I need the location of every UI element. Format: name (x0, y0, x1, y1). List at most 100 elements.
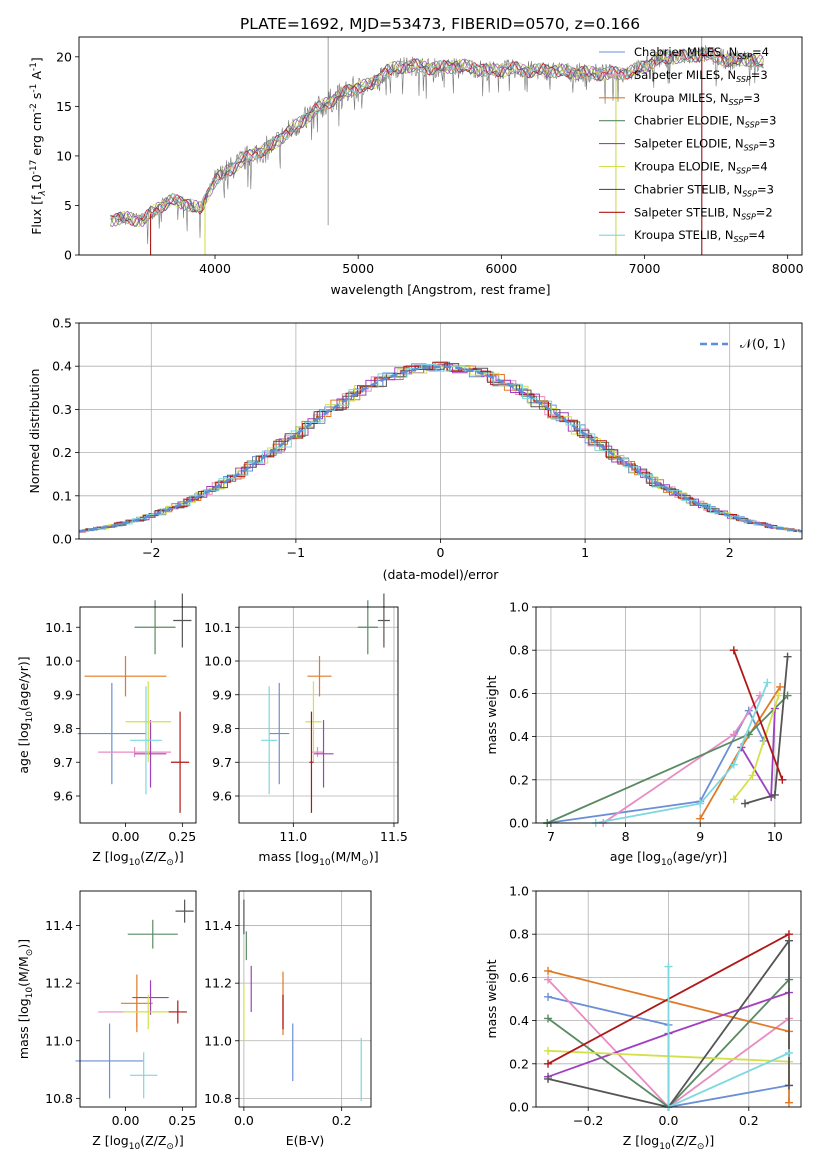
y-tick-label: 0.3 (52, 402, 72, 417)
legend-label-chabrier-stelib: Chabrier STELIB, NSSP=3 (634, 182, 774, 198)
label-part: erg cm (29, 112, 44, 160)
series-marker (544, 1046, 553, 1055)
label-part: -17 (29, 160, 39, 175)
label-part: (Z/Z (140, 1133, 166, 1148)
x-tick-label: 9 (696, 829, 704, 844)
y-axis-label: age [log10(age/yr)] (16, 656, 35, 773)
series-marker (763, 678, 772, 687)
label-part: s (29, 93, 44, 104)
series-marker (544, 966, 553, 975)
label-part: age [log (16, 722, 31, 773)
x-tick-label: 7000 (629, 261, 661, 276)
label-part: (M/M (16, 956, 31, 987)
y-axis-label: Normed distribution (27, 369, 42, 494)
label-part: λ (38, 190, 48, 196)
label-part: mass [log (258, 849, 319, 864)
series-marker (544, 1074, 553, 1083)
y-tick-label: 11.4 (45, 918, 73, 933)
axes-frame (238, 890, 372, 1108)
errorbar-salpeter-elodie (313, 720, 334, 788)
label-part: =4 (748, 228, 765, 242)
y-tick-label: 10.1 (45, 620, 73, 635)
series-marker (748, 771, 757, 780)
label-part: )] (16, 939, 31, 949)
label-part: SSP (734, 235, 749, 244)
mass-vs-ebv-panel: 0.0 0.2 10.8 11.0 11.2 11.4 E(B-V) (204, 890, 372, 1148)
label-part: )] (369, 849, 379, 864)
series-marker (729, 730, 738, 739)
normal-curve (79, 365, 802, 533)
residuals-lines (79, 361, 802, 533)
axes-frame (535, 890, 802, 1108)
y-tick-label: 9.6 (53, 789, 73, 804)
x-tick-label: 8 (622, 829, 630, 844)
x-axis-label: Z [log10(Z/Z⊙)] (92, 1133, 183, 1152)
model-spectrum-kroupa-stelib (110, 47, 764, 225)
y-tick-label: 0.5 (52, 316, 72, 331)
label-part: age [log (610, 849, 661, 864)
x-tick-label: −1 (287, 545, 305, 560)
age-vs-mass-panel: 11.0 11.5 9.6 9.7 9.8 9.9 10.0 10.1 mass [log10(… (204, 593, 408, 868)
series-marker (784, 1081, 793, 1090)
x-tick-label: −0.2 (573, 1113, 603, 1128)
y-axis-label: mass [log10(M/M⊙)] (16, 939, 35, 1059)
y-tick-label: 0.2 (52, 445, 72, 460)
label-part: Chabrier STELIB, N (634, 182, 742, 196)
errorbar-chabrier-miles (77, 682, 146, 785)
model-spectrum-salpeter-elodie (110, 49, 764, 228)
label-part: SSP (737, 52, 752, 61)
label-part: SSP (744, 144, 759, 153)
label-part: SSP (741, 212, 756, 221)
y-tick-label: 0.2 (509, 1056, 529, 1071)
label-part: Z [log (623, 1133, 659, 1148)
errorbar-chabrier-stelib (377, 593, 390, 648)
label-part: Chabrier ELODIE, N (634, 114, 745, 128)
errorbar-salpeter-miles (98, 747, 171, 758)
age-vs-Z-panel: 0.00 0.259.69.79.89.910.010.1Z [log10(Z/Z… (16, 593, 197, 868)
errorbar-salpeter-elodie (134, 720, 167, 788)
series-marker (783, 652, 792, 661)
x-tick-label: 2 (726, 545, 734, 560)
legend-label-salpeter-stelib: Salpeter STELIB, NSSP=2 (634, 205, 773, 221)
y-tick-label: 0.1 (52, 488, 72, 503)
x-tick-label: 5000 (342, 261, 374, 276)
y-tick-label: 10.8 (204, 1091, 232, 1106)
y-tick-label: 0.6 (509, 686, 529, 701)
x-tick-label: 0.00 (112, 1113, 140, 1128)
y-tick-label: 0.4 (509, 729, 529, 744)
label-part: =3 (758, 137, 775, 151)
y-tick-label: 9.9 (53, 687, 73, 702)
errorbar-kroupa-miles (120, 974, 153, 1033)
label-part: 10 (129, 858, 141, 868)
x-tick-label: 0.0 (659, 1113, 679, 1128)
series-marker (729, 795, 738, 804)
y-tick-label: 10.0 (45, 654, 73, 669)
errorbar-salpeter-elodie (132, 980, 169, 1015)
x-axis-label: Z [log10(Z/Z⊙)] (623, 1133, 714, 1152)
series-marker (544, 992, 553, 1001)
errorbar-kroupa-stelib (130, 1052, 158, 1099)
series-salpeter-stelib (729, 646, 787, 784)
x-tick-label: 4000 (199, 261, 231, 276)
y-tick-label: 0 (64, 248, 72, 263)
axes-frame (238, 606, 399, 824)
axes-frame (79, 606, 197, 824)
errorbar-chabrier-miles (269, 682, 290, 785)
y-tick-label: 0.6 (509, 970, 529, 985)
y-tick-label: 11.2 (204, 976, 232, 991)
y-tick-label: 0.0 (52, 532, 72, 547)
errorbar-kroupa-stelib (261, 686, 278, 795)
axes-frame (79, 890, 197, 1108)
y-tick-label: 0.4 (509, 1013, 529, 1028)
y-tick-label: 0.4 (52, 359, 72, 374)
x-tick-label: 11.5 (380, 829, 408, 844)
series-marker (544, 1059, 553, 1068)
legend-label-salpeter-elodie: Salpeter ELODIE, NSSP=3 (634, 137, 775, 153)
errorbar-salpeter-stelib (168, 1000, 187, 1024)
series-marker (664, 962, 673, 971)
histogram-kroupa-elodie (79, 364, 802, 533)
y-tick-label: 5 (64, 198, 72, 213)
